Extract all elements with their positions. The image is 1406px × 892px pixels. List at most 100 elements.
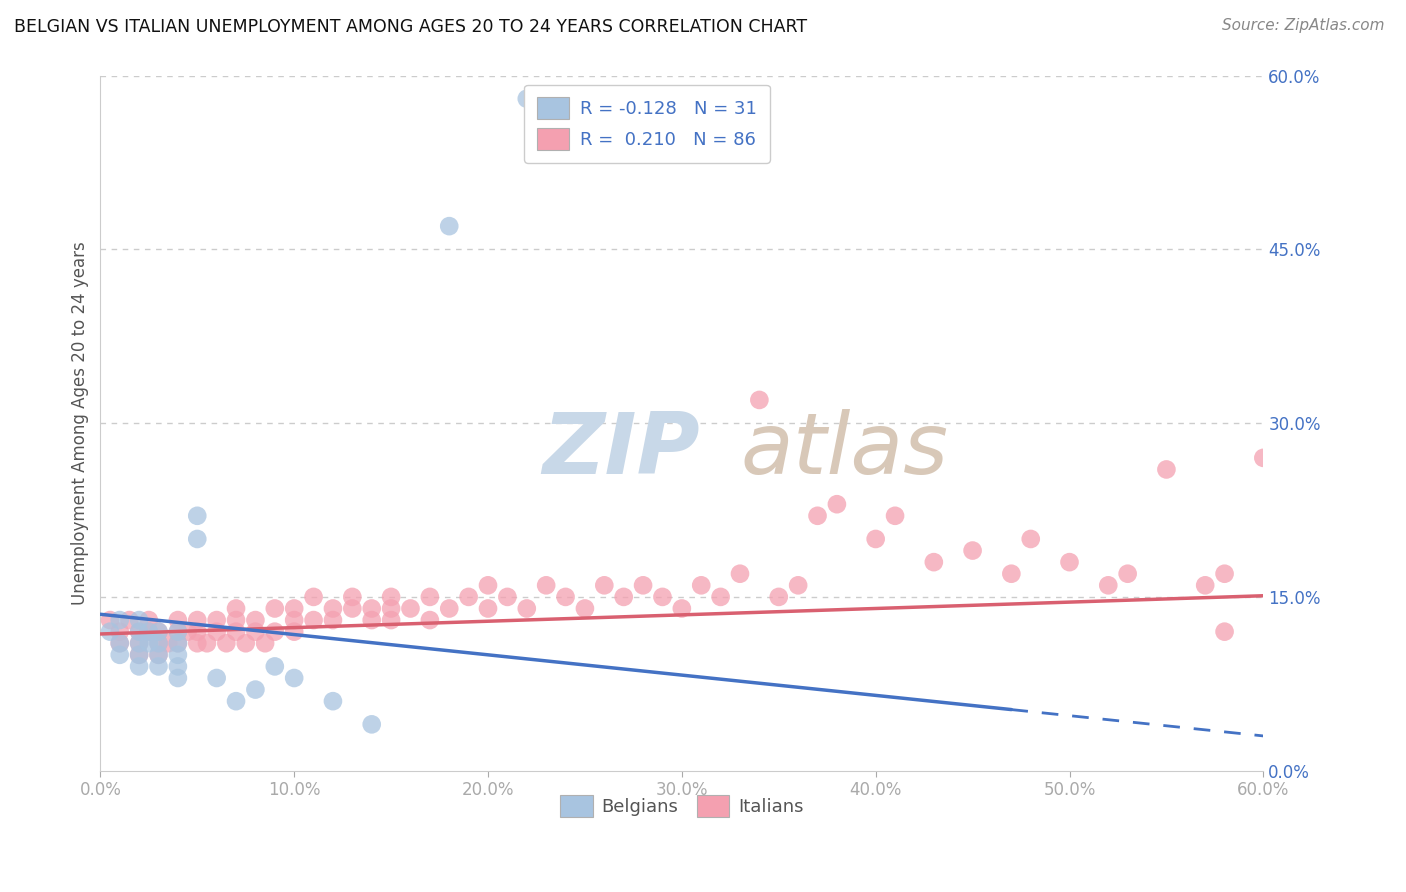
Text: atlas: atlas xyxy=(740,409,948,492)
Point xyxy=(302,590,325,604)
Text: BELGIAN VS ITALIAN UNEMPLOYMENT AMONG AGES 20 TO 24 YEARS CORRELATION CHART: BELGIAN VS ITALIAN UNEMPLOYMENT AMONG AG… xyxy=(14,18,807,36)
Point xyxy=(710,590,733,604)
Point xyxy=(690,578,713,592)
Point xyxy=(186,508,208,523)
Point xyxy=(195,636,218,650)
Point xyxy=(128,624,150,639)
Point xyxy=(235,636,257,650)
Point xyxy=(186,532,208,546)
Point xyxy=(1116,566,1139,581)
Text: Source: ZipAtlas.com: Source: ZipAtlas.com xyxy=(1222,18,1385,33)
Point xyxy=(167,613,190,627)
Point xyxy=(748,392,770,407)
Point xyxy=(631,578,654,592)
Point xyxy=(205,613,228,627)
Point xyxy=(768,590,790,604)
Point xyxy=(186,613,208,627)
Point xyxy=(865,532,887,546)
Point xyxy=(399,601,422,615)
Point xyxy=(380,613,402,627)
Point xyxy=(1213,566,1236,581)
Point xyxy=(128,613,150,627)
Point xyxy=(380,601,402,615)
Point xyxy=(884,508,907,523)
Point xyxy=(148,636,170,650)
Point xyxy=(651,590,673,604)
Point xyxy=(167,624,190,639)
Point xyxy=(245,624,267,639)
Point xyxy=(380,590,402,604)
Point xyxy=(1019,532,1042,546)
Point xyxy=(806,508,828,523)
Point xyxy=(225,613,247,627)
Point xyxy=(98,613,121,627)
Point xyxy=(342,601,364,615)
Point xyxy=(108,636,131,650)
Point xyxy=(302,613,325,627)
Point xyxy=(167,624,190,639)
Point xyxy=(1097,578,1119,592)
Point xyxy=(138,613,160,627)
Point xyxy=(186,624,208,639)
Point xyxy=(1253,450,1275,465)
Legend: Belgians, Italians: Belgians, Italians xyxy=(553,788,811,824)
Point xyxy=(128,624,150,639)
Point xyxy=(148,648,170,662)
Point xyxy=(419,613,441,627)
Point xyxy=(1156,462,1178,476)
Point xyxy=(167,671,190,685)
Point xyxy=(118,613,141,627)
Point xyxy=(534,578,557,592)
Point xyxy=(613,590,636,604)
Point xyxy=(322,694,344,708)
Point xyxy=(148,636,170,650)
Point xyxy=(167,636,190,650)
Point xyxy=(360,601,382,615)
Point xyxy=(554,590,576,604)
Point xyxy=(128,636,150,650)
Point xyxy=(439,601,461,615)
Point xyxy=(108,613,131,627)
Point xyxy=(205,671,228,685)
Point xyxy=(283,613,305,627)
Point xyxy=(516,601,538,615)
Point xyxy=(283,624,305,639)
Point xyxy=(225,624,247,639)
Point xyxy=(157,636,180,650)
Point xyxy=(671,601,693,615)
Point xyxy=(419,590,441,604)
Point xyxy=(108,636,131,650)
Point xyxy=(516,92,538,106)
Point xyxy=(167,636,190,650)
Point xyxy=(457,590,479,604)
Point xyxy=(98,624,121,639)
Point xyxy=(322,613,344,627)
Point xyxy=(1059,555,1081,569)
Point xyxy=(245,682,267,697)
Point xyxy=(254,636,277,650)
Point xyxy=(1194,578,1216,592)
Point xyxy=(148,648,170,662)
Point xyxy=(128,659,150,673)
Point xyxy=(574,601,596,615)
Point xyxy=(1213,624,1236,639)
Point xyxy=(1000,566,1022,581)
Point xyxy=(593,578,616,592)
Point xyxy=(477,601,499,615)
Point xyxy=(108,624,131,639)
Point xyxy=(205,624,228,639)
Point xyxy=(176,624,198,639)
Point xyxy=(439,219,461,234)
Point xyxy=(128,636,150,650)
Point xyxy=(342,590,364,604)
Y-axis label: Unemployment Among Ages 20 to 24 years: Unemployment Among Ages 20 to 24 years xyxy=(72,241,89,605)
Point xyxy=(825,497,848,511)
Text: ZIP: ZIP xyxy=(543,409,700,492)
Point xyxy=(167,648,190,662)
Point xyxy=(148,659,170,673)
Point xyxy=(360,613,382,627)
Point xyxy=(225,601,247,615)
Point xyxy=(477,578,499,592)
Point xyxy=(138,636,160,650)
Point xyxy=(283,601,305,615)
